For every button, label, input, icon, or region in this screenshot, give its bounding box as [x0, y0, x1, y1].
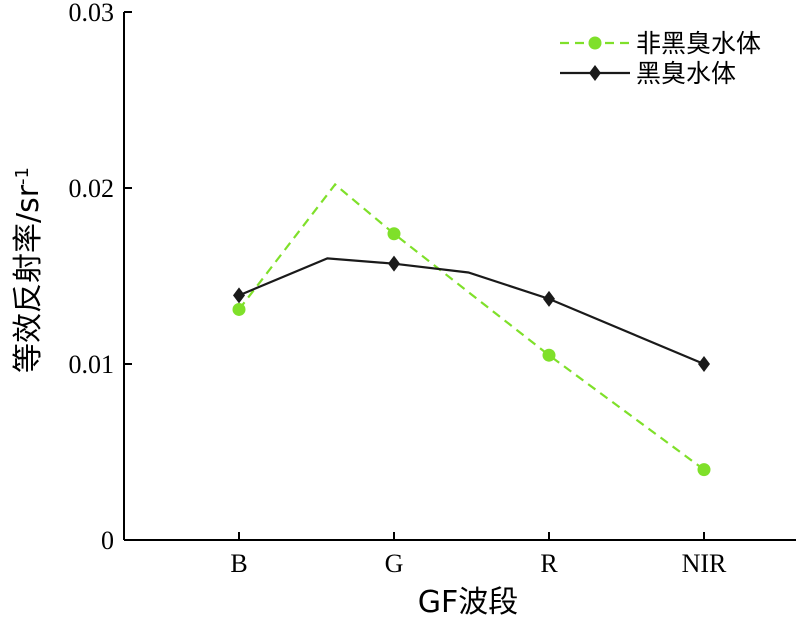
y-axis-title-superscript: -1	[12, 167, 33, 185]
legend-marker	[589, 65, 601, 81]
legend-label: 非黑臭水体	[636, 29, 761, 58]
legend-label: 黑臭水体	[636, 59, 736, 88]
data-point	[697, 463, 711, 477]
data-point	[698, 356, 710, 372]
series-1	[232, 182, 711, 477]
y-tick-label: 0.02	[69, 174, 115, 203]
series-line	[238, 257, 705, 366]
y-tick-label: 0.01	[69, 350, 115, 379]
series-line	[238, 182, 705, 471]
y-axis-title-main: 等效反射率/sr	[11, 184, 46, 373]
y-ticks: 0 0.01 0.02 0.03	[69, 0, 132, 555]
x-tick-label: G	[385, 549, 404, 578]
series-layer	[232, 182, 711, 477]
legend-item: 非黑臭水体	[560, 29, 761, 58]
data-point	[388, 255, 400, 272]
x-tick-label: NIR	[682, 549, 727, 578]
legend-marker	[588, 36, 602, 50]
x-tick-label: R	[540, 549, 558, 578]
data-point	[543, 290, 555, 307]
data-point	[232, 302, 246, 316]
y-axis-title: 等效反射率/sr-1	[11, 167, 46, 373]
series-2	[233, 255, 710, 372]
data-point	[542, 348, 556, 362]
y-tick-label: 0.03	[69, 0, 115, 27]
y-tick-label: 0	[101, 526, 114, 555]
x-ticks: B G R NIR	[230, 532, 727, 578]
axes	[123, 12, 796, 541]
data-point	[387, 227, 401, 241]
x-tick-label: B	[230, 549, 247, 578]
data-point	[233, 287, 245, 304]
x-axis-title: GF波段	[418, 585, 519, 620]
legend-item: 黑臭水体	[560, 59, 736, 88]
